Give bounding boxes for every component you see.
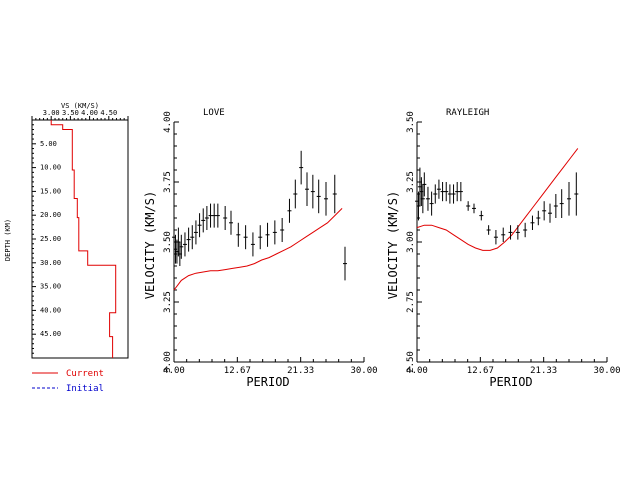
depth-x-ticks: 3.00 3.50 4.00 4.50: [31, 109, 129, 120]
depth-y-tick-label: 5.00: [40, 140, 57, 148]
rayleigh-y-tick-label: 3.00: [406, 231, 416, 253]
rayleigh-y-tick-label: 2.50: [406, 351, 416, 373]
love-model-curve: [173, 208, 343, 291]
love-y-tick-label: 4.00: [163, 111, 173, 133]
love-ylabel: VELOCITY (KM/S): [143, 191, 157, 299]
depth-profile-title: VS (KM/S): [61, 102, 99, 110]
depth-profile-ylabel: DEPTH (KM): [4, 219, 12, 261]
love-panel: LOVE PERIOD VELOCITY (KM/S) 4.00 12.67 21.…: [143, 108, 378, 389]
depth-y-tick-label: 40.00: [40, 306, 61, 314]
love-x-ticks: 4.00 12.67 21.33 30.00: [163, 357, 378, 376]
rayleigh-y-tick-label: 2.75: [406, 291, 416, 313]
depth-y-tick-label: 30.00: [40, 259, 61, 267]
rayleigh-y-tick-label: 3.25: [406, 171, 416, 193]
depth-y-ticks: 5.00 10.00 15.00 20.00 25.00 30.00 35.00 40.00 4…: [32, 119, 61, 359]
love-x-tick-label: 4.00: [163, 366, 185, 376]
love-y-tick-label: 3.00: [163, 351, 173, 373]
depth-x-tick-label: 4.50: [100, 109, 117, 117]
depth-x-tick-label: 3.00: [43, 109, 60, 117]
depth-x-tick-label: 3.50: [62, 109, 79, 117]
love-y-tick-label: 3.50: [163, 231, 173, 253]
rayleigh-x-tick-label: 30.00: [593, 366, 620, 376]
depth-y-tick-label: 20.00: [40, 211, 61, 219]
depth-x-tick-label: 4.00: [81, 109, 98, 117]
rayleigh-title: RAYLEIGH: [446, 108, 489, 118]
legend: Current Initial: [32, 369, 104, 394]
rayleigh-xlabel: PERIOD: [489, 375, 532, 389]
legend-current-label: Current: [66, 369, 104, 379]
current-velocity-profile: [50, 120, 117, 358]
love-y-ticks: 3.00 3.25 3.50 3.75 4.00: [163, 111, 179, 373]
love-title: LOVE: [203, 108, 225, 118]
rayleigh-observed-points: [415, 167, 579, 245]
love-observed-points: [172, 150, 347, 281]
rayleigh-x-tick-label: 12.67: [467, 366, 494, 376]
rayleigh-x-tick-label: 4.00: [406, 366, 428, 376]
rayleigh-x-tick-label: 21.33: [530, 366, 557, 376]
depth-y-tick-label: 15.00: [40, 187, 61, 195]
depth-y-tick-label: 45.00: [40, 330, 61, 338]
depth-y-tick-label: 10.00: [40, 164, 61, 172]
rayleigh-panel: RAYLEIGH PERIOD VELOCITY (KM/S) 4.00 12.6…: [386, 108, 621, 389]
love-xlabel: PERIOD: [246, 375, 289, 389]
love-x-tick-label: 30.00: [350, 366, 377, 376]
love-x-tick-label: 12.67: [224, 366, 251, 376]
love-y-tick-label: 3.25: [163, 291, 173, 313]
legend-initial-label: Initial: [66, 384, 104, 394]
depth-y-tick-label: 25.00: [40, 235, 61, 243]
love-y-tick-label: 3.75: [163, 171, 173, 193]
rayleigh-x-ticks: 4.00 12.67 21.33 30.00: [406, 357, 621, 376]
depth-profile-panel: VS (KM/S) DEPTH (KM) 3.00 3.50 4.00 4.50 5.…: [4, 102, 129, 359]
rayleigh-ylabel: VELOCITY (KM/S): [386, 191, 400, 299]
love-x-tick-label: 21.33: [287, 366, 314, 376]
depth-y-tick-label: 35.00: [40, 283, 61, 291]
rayleigh-y-ticks: 2.50 2.75 3.00 3.25 3.50: [406, 111, 422, 373]
rayleigh-model-curve: [416, 148, 579, 251]
rayleigh-y-tick-label: 3.50: [406, 111, 416, 133]
